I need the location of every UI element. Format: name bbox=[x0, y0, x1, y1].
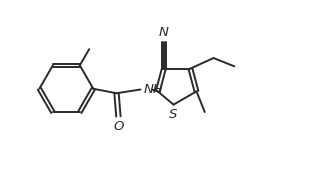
Text: NH: NH bbox=[143, 83, 164, 96]
Text: S: S bbox=[169, 108, 178, 121]
Text: N: N bbox=[159, 26, 169, 38]
Text: O: O bbox=[113, 120, 124, 133]
